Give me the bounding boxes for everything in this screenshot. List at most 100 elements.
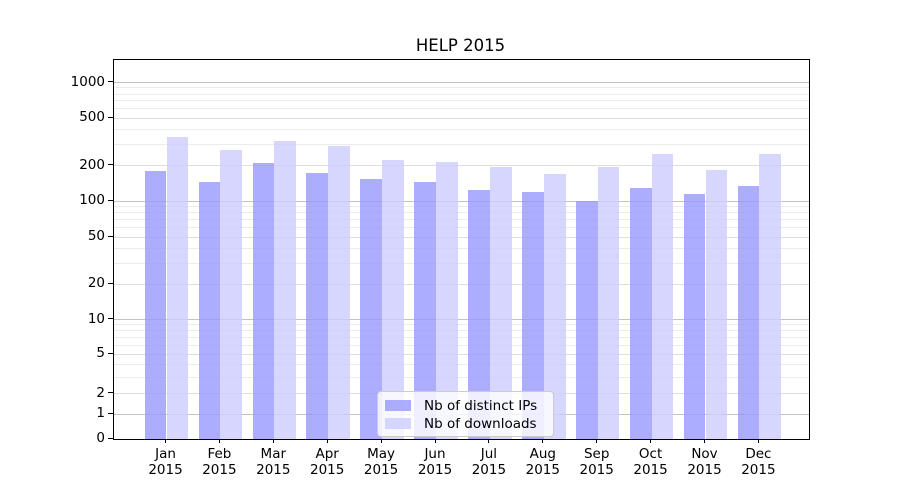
bar-nov-downloads (705, 169, 728, 439)
x-tick-mark (488, 439, 490, 443)
bar-jun-distinct-ips (414, 182, 436, 439)
gridline-minor (114, 206, 809, 208)
y-tick-label: 2 (96, 384, 105, 401)
bar-dec-distinct-ips (737, 185, 760, 439)
bar-jan-downloads (166, 136, 189, 439)
gridline-minor (114, 344, 809, 346)
x-tick-mark (542, 439, 544, 443)
gridline-major (114, 117, 809, 119)
y-tick-mark (108, 437, 113, 439)
y-tick-mark (108, 352, 113, 354)
y-tick-label: 1 (96, 405, 105, 422)
gridline-minor (114, 364, 809, 365)
bar-jan-distinct-ips (144, 171, 167, 439)
bar-mar-downloads (274, 141, 297, 439)
gridline-minor (114, 129, 809, 131)
y-tick-label: 1000 (70, 73, 105, 90)
y-tick-label: 5 (96, 345, 105, 361)
gridline-minor (114, 324, 809, 326)
gridline-major (114, 236, 809, 238)
gridline-minor (114, 212, 809, 214)
y-tick-mark (108, 81, 113, 83)
gridline-major (114, 353, 809, 355)
gridline-major (114, 82, 809, 84)
gridline-major (114, 200, 809, 202)
gridline-minor (114, 100, 809, 102)
bar-jul-downloads (489, 166, 512, 439)
gridline-minor (114, 144, 809, 146)
x-tick-mark (596, 439, 598, 443)
x-tick-label: Sep 2015 (579, 446, 614, 478)
x-tick-label: Jan 2015 (148, 446, 183, 478)
bar-apr-distinct-ips (306, 172, 329, 439)
y-tick-label: 20 (87, 275, 105, 292)
x-tick-mark (704, 439, 705, 443)
x-tick-label: Feb 2015 (202, 446, 237, 478)
x-tick-mark (165, 439, 166, 443)
bar-jun-downloads (436, 161, 458, 439)
bar-sep-downloads (597, 166, 620, 439)
legend-swatch-downloads (385, 418, 411, 429)
gridline-minor (114, 330, 809, 332)
bar-nov-distinct-ips (683, 194, 706, 439)
y-tick-label: 100 (79, 192, 105, 209)
plot-area (113, 59, 810, 440)
gridline-minor (114, 87, 809, 89)
gridline-minor (114, 376, 809, 378)
x-tick-mark (434, 439, 436, 443)
gridline-major (114, 165, 809, 167)
y-tick-mark (108, 199, 113, 201)
legend-label-distinct-ips: Nb of distinct IPs (424, 397, 538, 414)
y-tick-mark (108, 392, 113, 394)
x-tick-mark (218, 439, 220, 443)
bar-dec-downloads (759, 154, 782, 439)
x-tick-label: Dec 2015 (741, 446, 776, 478)
x-tick-mark (650, 439, 652, 443)
legend-swatch-distinct-ips (385, 400, 411, 411)
bar-may-distinct-ips (360, 178, 383, 439)
bar-mar-distinct-ips (252, 163, 275, 439)
x-tick-label: May 2015 (363, 446, 399, 478)
x-tick-mark (757, 439, 759, 443)
chart-title: HELP 2015 (415, 36, 506, 55)
bar-oct-distinct-ips (629, 187, 652, 439)
bar-feb-downloads (220, 150, 243, 439)
y-tick-label: 50 (87, 228, 105, 245)
bar-may-downloads (382, 159, 404, 439)
x-tick-label: Mar 2015 (256, 446, 291, 478)
gridline-minor (114, 219, 809, 221)
y-tick-mark (108, 282, 113, 284)
bar-feb-distinct-ips (198, 182, 221, 439)
bar-oct-downloads (651, 154, 674, 439)
legend-item-downloads: Nb of downloads (385, 415, 545, 432)
gridline-minor (114, 93, 809, 95)
legend-label-downloads: Nb of downloads (424, 415, 537, 432)
gridline-major (114, 319, 809, 321)
y-tick-label: 0 (96, 430, 105, 446)
bar-aug-downloads (543, 174, 566, 439)
y-tick-label: 200 (79, 156, 105, 173)
gridline-minor (114, 108, 809, 110)
bar-aug-distinct-ips (522, 191, 544, 439)
x-tick-label: Apr 2015 (310, 446, 345, 478)
gridline-minor (114, 227, 809, 229)
y-tick-label: 500 (79, 109, 105, 126)
gridline-major (114, 283, 809, 285)
y-tick-label: 10 (87, 310, 105, 327)
bar-jul-distinct-ips (468, 189, 490, 439)
y-tick-mark (108, 164, 113, 166)
y-tick-mark (108, 318, 113, 320)
x-tick-mark (326, 439, 328, 443)
legend: Nb of distinct IPs Nb of downloads (377, 391, 554, 437)
x-tick-label: Aug 2015 (525, 446, 560, 478)
gridline-minor (114, 262, 809, 264)
bar-sep-distinct-ips (575, 201, 598, 439)
gridline-minor (114, 248, 809, 250)
y-tick-mark (108, 116, 113, 118)
bar-apr-downloads (328, 145, 350, 439)
y-tick-mark (108, 235, 113, 237)
legend-item-distinct-ips: Nb of distinct IPs (385, 397, 545, 414)
x-tick-label: Jul 2015 (471, 446, 507, 478)
y-tick-mark (108, 412, 113, 414)
